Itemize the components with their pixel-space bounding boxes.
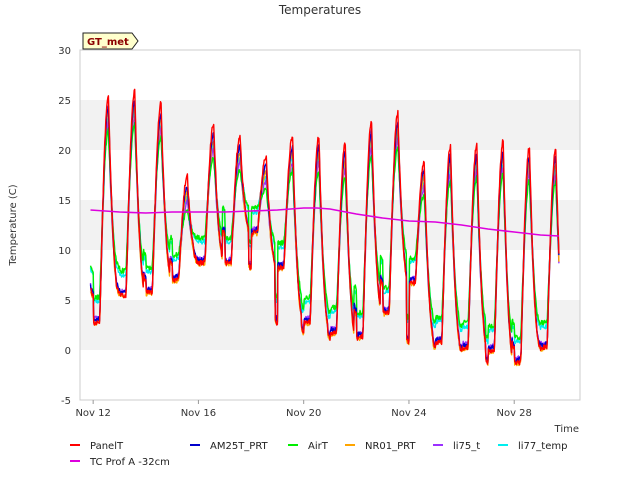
y-tick-label: 5 — [65, 296, 71, 307]
x-tick-label: Nov 28 — [496, 408, 531, 419]
legend-label: li77_temp — [518, 441, 567, 452]
legend-label: AirT — [308, 441, 329, 452]
y-tick-label: 0 — [65, 346, 71, 357]
badge-shape — [82, 32, 139, 50]
legend: PanelT AM25T_PRT AirT NR01_PRT li75_t li77_te… — [70, 441, 567, 468]
legend-label: TC Prof A -32cm — [89, 457, 170, 468]
y-tick-label: 15 — [58, 196, 71, 207]
x-tick-label: Nov 12 — [75, 408, 110, 419]
x-tick-label: Nov 20 — [286, 408, 321, 419]
y-tick-label: -5 — [61, 396, 71, 407]
x-axis: Nov 12 Nov 16 Nov 20 Nov 24 Nov 28 — [75, 400, 532, 419]
x-tick-label: Nov 16 — [181, 408, 216, 419]
gt-met-badge: GT_met — [82, 32, 139, 50]
plot-frame — [79, 49, 581, 401]
y-tick-label: 20 — [58, 146, 71, 157]
y-tick-label: 25 — [58, 96, 71, 107]
legend-label: NR01_PRT — [365, 441, 416, 452]
x-tick-label: Nov 24 — [391, 408, 426, 419]
y-tick-label: 30 — [58, 46, 71, 57]
y-axis-label: Temperature (C) — [8, 184, 19, 266]
x-axis-label: Time — [554, 424, 579, 435]
badge-label: GT_met — [87, 37, 129, 48]
grid-band — [80, 100, 580, 150]
legend-label: AM25T_PRT — [210, 441, 269, 452]
y-axis: -5 0 5 10 15 20 25 30 — [58, 46, 71, 407]
series-line-tc-prof-a-32cm — [90, 207, 559, 237]
series-lines — [89, 88, 560, 367]
series-line-panelt — [90, 88, 560, 366]
legend-label: li75_t — [453, 441, 480, 452]
y-tick-label: 10 — [58, 246, 71, 257]
chart-title: Temperatures — [278, 3, 361, 17]
legend-label: PanelT — [90, 441, 124, 452]
grid-band — [80, 300, 580, 350]
